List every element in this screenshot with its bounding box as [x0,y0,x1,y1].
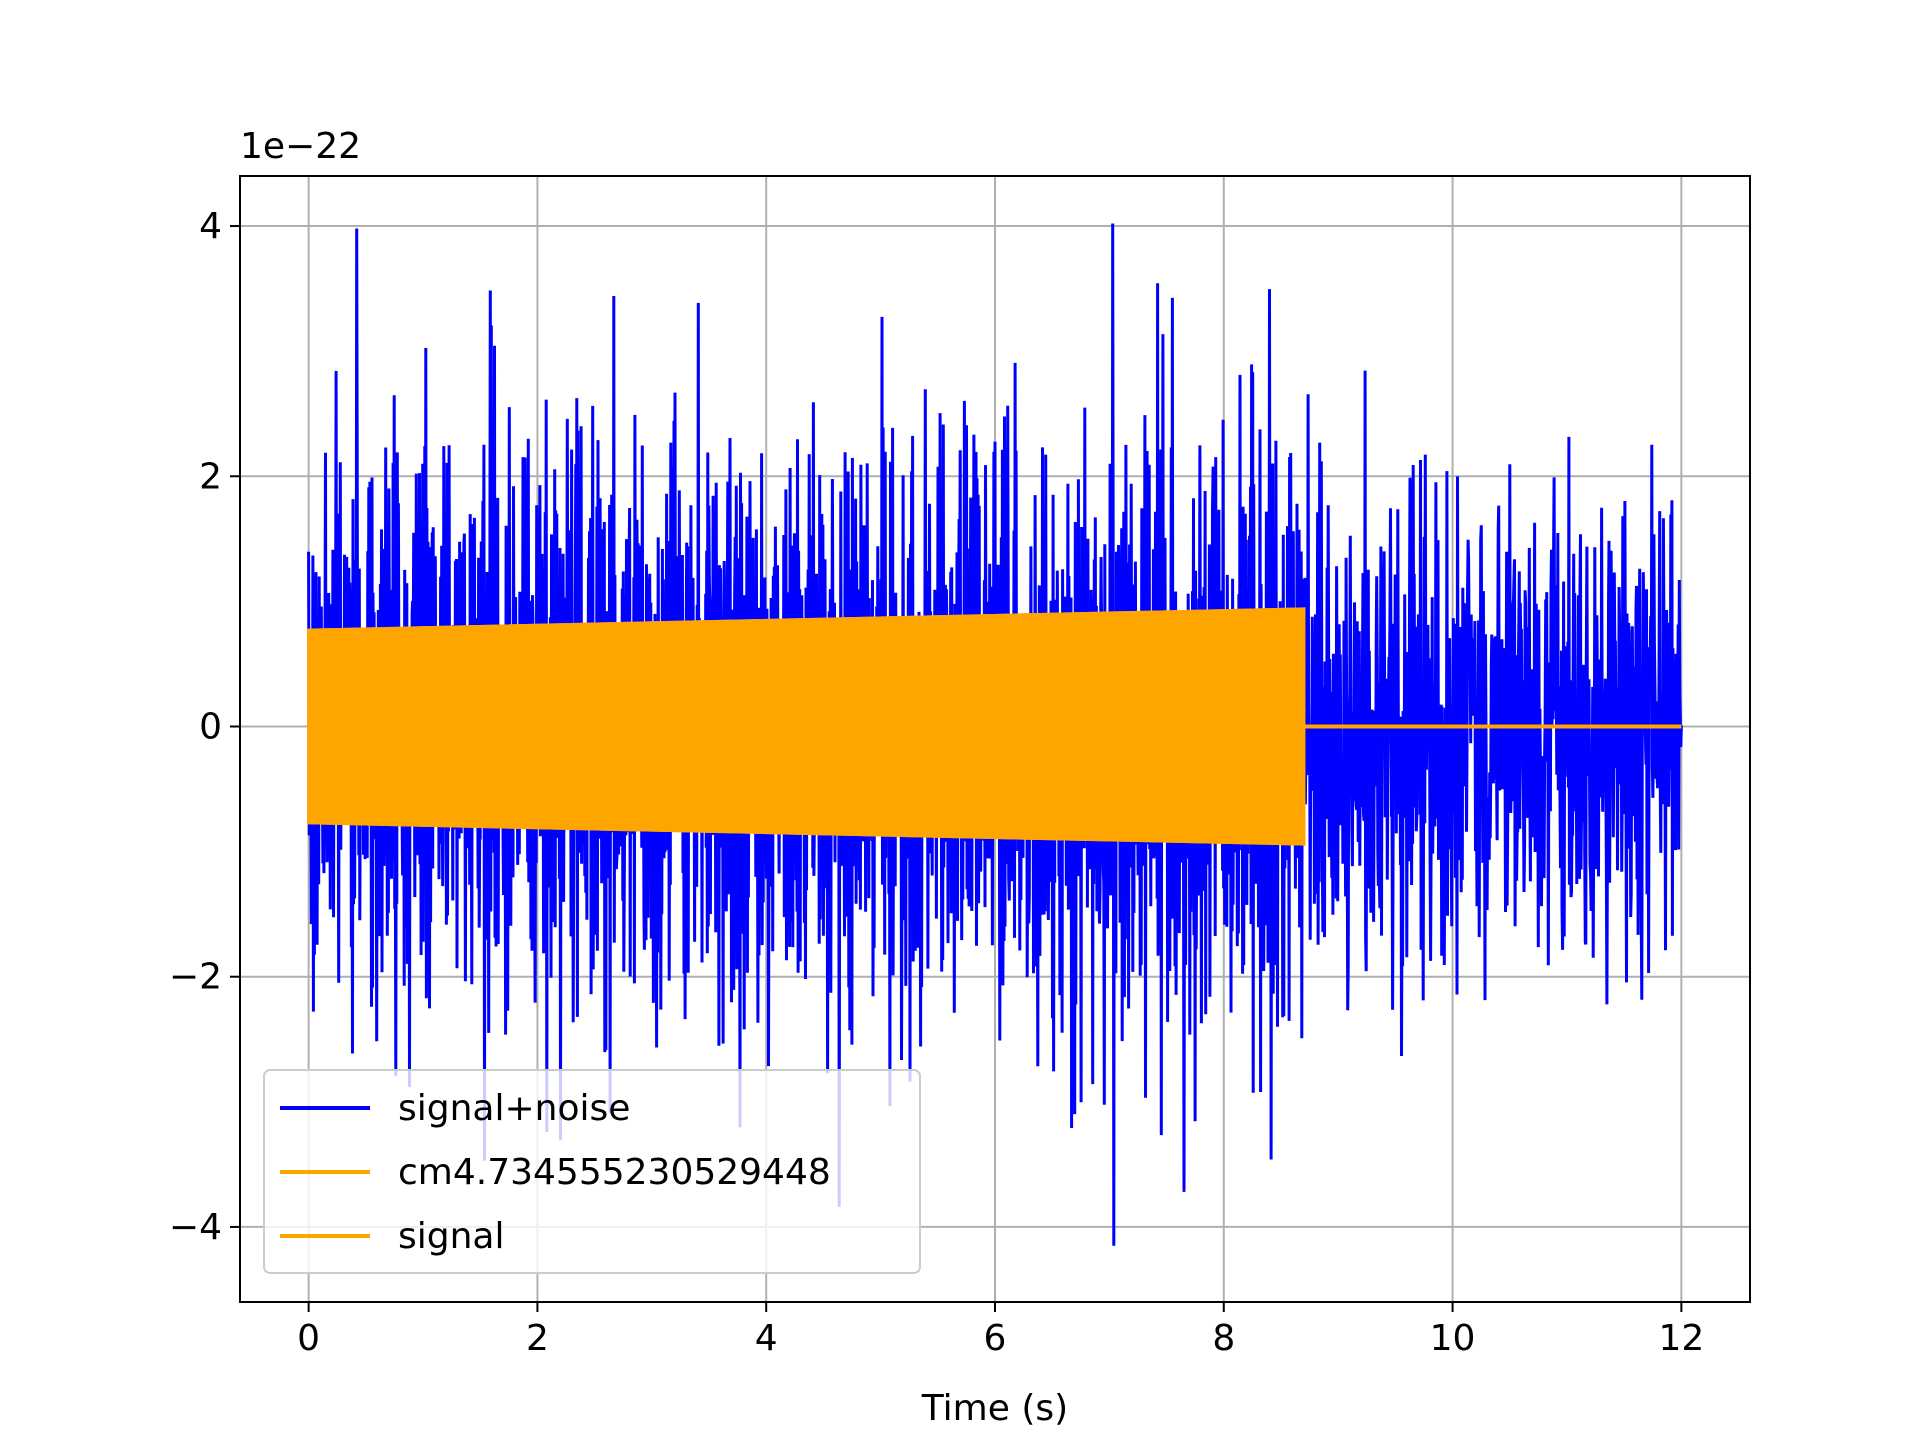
x-tick-label: 2 [526,1318,549,1359]
series-signal-band [307,607,1306,846]
x-tick-label: 8 [1212,1318,1235,1359]
y-tick-label: 0 [199,706,222,747]
y-tick-label: −2 [169,957,222,998]
y-tick-label: −4 [169,1207,222,1248]
data-layer [307,223,1683,1246]
legend: signal+noise cm4.734555230529448 signal [263,1069,921,1274]
x-tick-label: 6 [984,1318,1007,1359]
legend-label: signal [398,1216,505,1257]
x-tick-label: 12 [1658,1318,1704,1359]
y-offset-label: 1e−22 [240,126,361,167]
y-tick-label: 4 [199,206,222,247]
x-tick-label: 4 [755,1318,778,1359]
series-signal-noise-line [307,223,1683,1246]
legend-label: signal+noise [398,1088,630,1129]
legend-label: cm4.734555230529448 [398,1152,831,1193]
x-tick-label: 0 [297,1318,320,1359]
y-tick-label: 2 [199,456,222,497]
x-tick-label: 10 [1430,1318,1476,1359]
legend-box [263,1069,921,1274]
x-axis-label: Time (s) [921,1388,1068,1429]
axis-ticks: 0 2 4 6 8 10 12 −4 −2 0 2 4 [169,206,1704,1359]
